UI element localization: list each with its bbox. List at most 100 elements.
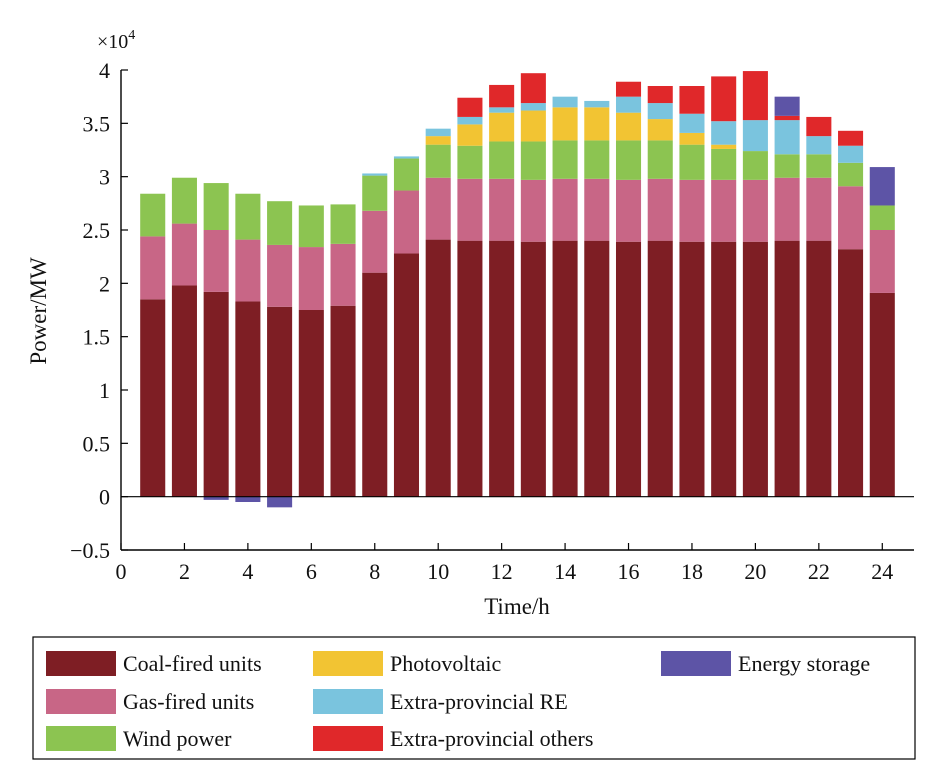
bar-coal-fired-units-t17	[647, 240, 673, 497]
y-tick-label: 3	[99, 165, 110, 190]
bar-wind-power-t5	[267, 201, 293, 245]
bar-wind-power-t19	[711, 148, 737, 180]
bar-extra-provincial-others-t13	[520, 73, 546, 104]
bar-extra-provincial-re-t14	[552, 96, 578, 108]
bar-coal-fired-units-t2	[171, 285, 197, 497]
bar-coal-fired-units-t4	[235, 301, 261, 497]
bar-coal-fired-units-t6	[298, 310, 324, 497]
bar-gas-fired-units-t19	[711, 179, 737, 242]
bar-wind-power-t20	[742, 151, 768, 180]
legend-label-extra-provincial-re: Extra-provincial RE	[390, 689, 568, 714]
bar-coal-fired-units-t9	[393, 253, 420, 497]
bar-wind-power-t23	[838, 162, 864, 187]
y-multiplier: ×104	[97, 28, 135, 53]
bar-photovoltaic-t13	[520, 110, 546, 142]
y-tick-label: 4	[99, 58, 110, 83]
bar-extra-provincial-re-t13	[520, 103, 546, 111]
x-tick-label: 12	[491, 559, 513, 584]
x-tick-label: 10	[427, 559, 449, 584]
bar-gas-fired-units-t14	[552, 178, 578, 241]
bar-coal-fired-units-t11	[457, 240, 483, 497]
bar-coal-fired-units-t23	[838, 249, 864, 497]
legend-swatch-extra-provincial-others	[313, 726, 383, 751]
legend-swatch-photovoltaic	[313, 651, 383, 676]
x-tick-label: 18	[681, 559, 703, 584]
bar-extra-provincial-others-t21	[774, 115, 800, 121]
bar-extra-provincial-others-t17	[647, 86, 673, 104]
bar-energy-storage-t4	[235, 496, 261, 502]
bar-energy-storage-t21	[774, 96, 800, 116]
bar-wind-power-t8	[362, 175, 388, 211]
bar-gas-fired-units-t8	[362, 210, 388, 273]
bar-wind-power-t18	[679, 144, 705, 180]
bar-gas-fired-units-t20	[742, 179, 768, 242]
x-tick-label: 2	[179, 559, 190, 584]
bar-gas-fired-units-t24	[869, 230, 895, 293]
bar-gas-fired-units-t1	[140, 236, 166, 300]
bar-energy-storage-t3	[203, 496, 229, 500]
x-tick-label: 4	[242, 559, 253, 584]
x-tick-label: 8	[369, 559, 380, 584]
bar-extra-provincial-re-t23	[838, 145, 864, 163]
bar-wind-power-t17	[647, 140, 673, 179]
bar-photovoltaic-t15	[584, 107, 610, 141]
bar-wind-power-t4	[235, 193, 261, 240]
bar-extra-provincial-re-t16	[615, 96, 642, 113]
bar-photovoltaic-t12	[489, 112, 515, 142]
y-tick-label: 0	[99, 485, 110, 510]
bar-extra-provincial-re-t17	[647, 103, 673, 120]
bar-wind-power-t10	[425, 144, 451, 178]
bars-layer	[140, 71, 895, 508]
bar-gas-fired-units-t16	[615, 179, 642, 242]
bar-gas-fired-units-t17	[647, 178, 673, 241]
bar-extra-provincial-others-t11	[457, 97, 483, 117]
bar-coal-fired-units-t20	[742, 241, 768, 497]
legend-swatch-coal-fired-units	[46, 651, 116, 676]
bar-wind-power-t3	[203, 183, 229, 230]
bar-coal-fired-units-t18	[679, 241, 705, 497]
y-tick-label: 2.5	[83, 218, 111, 243]
bar-gas-fired-units-t22	[806, 177, 832, 241]
bar-energy-storage-t24	[869, 167, 895, 206]
bar-photovoltaic-t19	[711, 144, 737, 149]
bar-gas-fired-units-t2	[171, 223, 197, 286]
bar-coal-fired-units-t13	[520, 241, 546, 497]
bar-photovoltaic-t16	[615, 112, 642, 141]
x-tick-label: 14	[554, 559, 576, 584]
legend-label-gas-fired-units: Gas-fired units	[123, 689, 254, 714]
bar-coal-fired-units-t5	[267, 306, 293, 497]
y-axis-label: Power/MW	[26, 257, 51, 365]
bar-wind-power-t24	[869, 205, 895, 230]
x-tick-label: 20	[744, 559, 766, 584]
bar-photovoltaic-t18	[679, 132, 705, 145]
bar-extra-provincial-others-t20	[742, 71, 768, 121]
y-tick-label: −0.5	[70, 538, 110, 563]
bar-gas-fired-units-t23	[838, 186, 864, 250]
bar-gas-fired-units-t21	[774, 177, 800, 241]
x-tick-label: 6	[306, 559, 317, 584]
bar-extra-provincial-re-t22	[806, 136, 832, 155]
ticks-layer: 0 2 4 6 8 10 12 14 16 18 20 22 24−0.500.511.522.533.…	[70, 58, 893, 584]
bar-wind-power-t15	[584, 140, 610, 179]
bar-coal-fired-units-t1	[140, 299, 166, 497]
bar-wind-power-t6	[298, 205, 324, 248]
bar-extra-provincial-others-t12	[489, 84, 515, 108]
bar-gas-fired-units-t11	[457, 178, 483, 241]
legend-swatch-gas-fired-units	[46, 689, 116, 714]
bar-coal-fired-units-t19	[711, 241, 737, 497]
bar-extra-provincial-others-t16	[615, 81, 642, 97]
bar-coal-fired-units-t22	[806, 240, 832, 497]
x-tick-label: 16	[618, 559, 640, 584]
bar-photovoltaic-t14	[552, 107, 578, 141]
bar-photovoltaic-t10	[425, 136, 451, 145]
legend-label-energy-storage: Energy storage	[738, 651, 870, 676]
bar-gas-fired-units-t18	[679, 179, 705, 242]
x-axis-label: Time/h	[484, 594, 550, 619]
bar-energy-storage-t5	[267, 496, 293, 508]
bar-extra-provincial-re-t20	[742, 120, 768, 152]
bar-wind-power-t1	[140, 193, 166, 237]
axes-layer	[120, 70, 914, 551]
x-tick-label: 24	[871, 559, 893, 584]
bar-coal-fired-units-t12	[489, 240, 515, 497]
y-tick-label: 0.5	[83, 431, 111, 456]
